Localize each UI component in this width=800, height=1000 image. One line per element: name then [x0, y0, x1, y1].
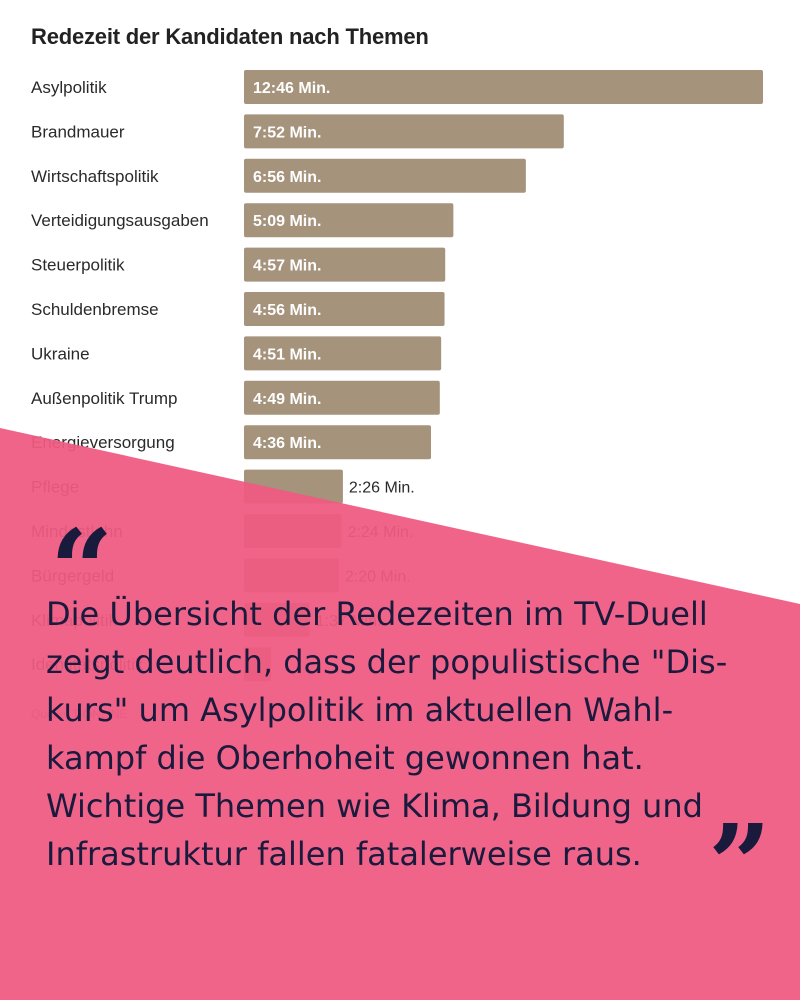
- category-label: Ukraine: [31, 344, 90, 363]
- bar-value-label: 4:57 Min.: [253, 258, 321, 275]
- bar-value-label: 4:56 Min.: [253, 302, 321, 319]
- open-quote-icon: “: [50, 505, 114, 634]
- bar: [244, 203, 454, 238]
- bar: [244, 114, 564, 149]
- bar: [244, 158, 526, 193]
- bar-value-label: 2:26 Min.: [349, 480, 415, 497]
- category-label: Wirtschaftspolitik: [31, 167, 159, 186]
- bar-value-label: 6:56 Min.: [253, 169, 321, 186]
- bar: [244, 70, 763, 104]
- close-quote-icon: ”: [708, 800, 772, 929]
- overlay-shape: [0, 428, 800, 1000]
- bar-value-label: 4:49 Min.: [253, 391, 321, 408]
- bar-value-label: 7:52 Min.: [253, 124, 321, 141]
- category-label: Brandmauer: [31, 122, 125, 141]
- category-label: Schuldenbremse: [31, 300, 159, 319]
- category-label: Asylpolitik: [31, 78, 107, 97]
- category-label: Verteidigungsausgaben: [31, 211, 209, 230]
- category-label: Außenpolitik Trump: [31, 389, 177, 408]
- bar: [244, 247, 446, 282]
- bar-value-label: 4:51 Min.: [253, 346, 321, 363]
- bar: [244, 336, 442, 371]
- category-label: Steuerpolitik: [31, 256, 125, 275]
- quote-text: Die Übersicht der Redezeiten im TV-Duell…: [46, 595, 728, 873]
- bar-value-label: 4:36 Min.: [253, 435, 321, 452]
- bar: [244, 425, 432, 460]
- chart-title: Redezeit der Kandidaten nach Themen: [31, 24, 429, 49]
- bar: [244, 380, 440, 415]
- bar-value-label: 12:46 Min.: [253, 80, 330, 97]
- bar-value-label: 5:09 Min.: [253, 213, 321, 230]
- bar: [244, 292, 445, 326]
